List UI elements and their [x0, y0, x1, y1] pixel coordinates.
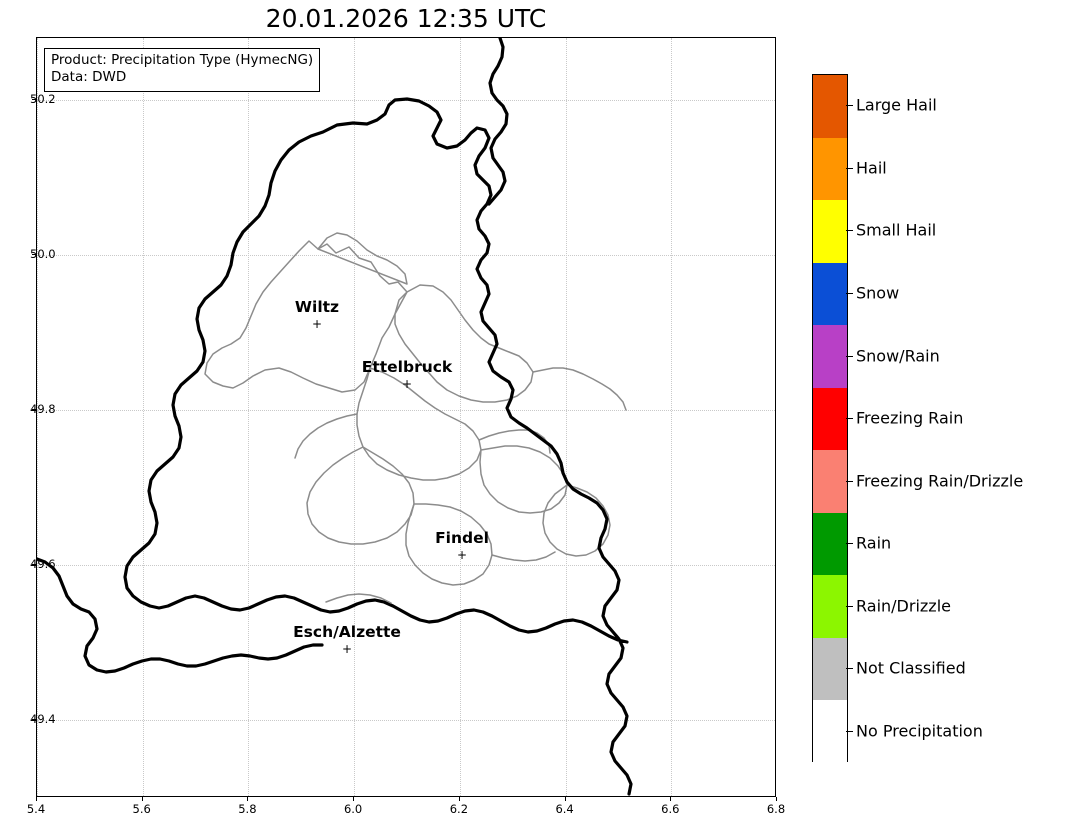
legend-swatch-snow-rain[interactable] [813, 325, 847, 388]
city-name: Wiltz [294, 298, 340, 316]
legend-swatch-no-precipitation[interactable] [813, 700, 847, 763]
info-box-data-line: Data: DWD [51, 69, 127, 86]
legend-label-large-hail[interactable]: Large Hail [856, 95, 937, 115]
x-tick-mark [141, 797, 143, 801]
legend-swatch-snow[interactable] [813, 262, 847, 326]
gridline-vertical [565, 38, 567, 796]
x-tick-label: 6.8 [766, 802, 786, 816]
legend-tick [846, 605, 853, 607]
legend-swatch-freezing-rain-drizzle[interactable] [813, 450, 847, 513]
legend-swatch-rain-drizzle[interactable] [813, 575, 847, 638]
x-tick-mark [247, 797, 249, 801]
x-tick-label: 6.4 [555, 802, 574, 816]
legend-label-rain[interactable]: Rain [856, 533, 892, 553]
legend-tick [846, 480, 853, 482]
x-tick-mark [36, 797, 37, 801]
info-box-product-line: Product: Precipitation Type (HymecNG) [51, 52, 314, 68]
page-title: 20.01.2026 12:35 UTC [265, 4, 547, 33]
gridline-horizontal [37, 410, 775, 412]
international-border-northeast [487, 38, 509, 206]
product-info-box: Product: Precipitation Type (HymecNG) Da… [44, 48, 321, 92]
precipitation-type-legend[interactable] [812, 74, 848, 763]
legend-swatch-small-hail[interactable] [813, 200, 847, 263]
legend-label-not-classified[interactable]: Not Classified [856, 658, 966, 678]
gridline-vertical [142, 38, 144, 796]
legend-tick [846, 668, 853, 670]
gridline-horizontal [37, 720, 775, 722]
legend-label-no-precipitation[interactable]: No Precipitation [856, 721, 983, 741]
x-tick-label: 5.8 [238, 802, 257, 816]
y-tick-mark [32, 99, 36, 100]
x-tick-mark [353, 797, 355, 801]
x-tick-mark [564, 797, 566, 801]
gridline-vertical [671, 38, 673, 796]
legend-tick [846, 230, 853, 232]
legend-label-freezing-rain-drizzle[interactable]: Freezing Rain/Drizzle [856, 471, 1024, 490]
gridline-vertical [248, 38, 250, 796]
international-border-west [37, 557, 324, 674]
city-marker-icon: + [456, 547, 468, 562]
y-tick-mark [32, 409, 36, 411]
gridline-vertical [354, 38, 356, 796]
city-label-esch-alzette: Esch/Alzette + [293, 623, 401, 656]
legend-tick [846, 543, 853, 545]
legend-label-freezing-rain[interactable]: Freezing Rain [856, 408, 964, 428]
city-marker-icon: + [401, 376, 413, 391]
legend-swatch-rain[interactable] [813, 512, 847, 576]
gridline-vertical [459, 38, 461, 796]
city-marker-icon: + [311, 316, 323, 331]
gridline-horizontal [37, 255, 775, 257]
legend-label-rain-drizzle[interactable]: Rain/Drizzle [856, 596, 951, 616]
canton-boundaries [204, 232, 627, 586]
x-tick-label: 6.0 [343, 802, 363, 816]
city-name: Esch/Alzette [293, 623, 401, 641]
city-name: Findel [435, 529, 489, 547]
legend-tick [846, 355, 853, 357]
x-tick-mark [776, 797, 777, 801]
x-tick-label: 5.6 [132, 802, 151, 816]
legend-tick [846, 418, 853, 419]
luxembourg-national-border [123, 97, 633, 796]
map-plot-area[interactable]: Wiltz + Ettelbruck + Findel + Esch/Alzet… [36, 37, 776, 797]
legend-tick [846, 167, 853, 169]
y-tick-mark [32, 254, 36, 256]
x-tick-mark [670, 797, 672, 801]
legend-tick [846, 292, 853, 294]
y-tick-mark [32, 564, 36, 566]
x-tick-label: 5.4 [26, 802, 46, 816]
y-tick-mark [32, 719, 36, 721]
legend-label-snow-rain[interactable]: Snow/Rain [856, 346, 940, 365]
city-name: Ettelbruck [361, 358, 453, 376]
map-geometry [37, 38, 633, 796]
legend-swatch-hail[interactable] [813, 137, 847, 201]
city-marker-icon: + [341, 641, 353, 656]
x-tick-label: 6.2 [449, 802, 469, 816]
legend-swatch-not-classified[interactable] [813, 637, 847, 701]
gridline-vertical [37, 38, 38, 796]
city-label-ettelbruck: Ettelbruck + [361, 358, 453, 391]
x-tick-label: 6.6 [661, 802, 680, 816]
legend-label-snow[interactable]: Snow [856, 283, 900, 303]
gridline-horizontal [37, 565, 775, 567]
city-label-findel: Findel + [435, 529, 489, 562]
legend-label-small-hail[interactable]: Small Hail [856, 220, 937, 240]
legend-label-hail[interactable]: Hail [856, 158, 887, 178]
legend-tick [846, 730, 853, 732]
x-tick-mark [458, 797, 460, 801]
canton-boundaries-southeast [325, 551, 556, 604]
city-label-wiltz: Wiltz + [294, 298, 340, 331]
legend-swatch-large-hail[interactable] [813, 75, 847, 138]
legend-tick [846, 105, 853, 107]
legend-swatch-freezing-rain[interactable] [813, 387, 847, 451]
